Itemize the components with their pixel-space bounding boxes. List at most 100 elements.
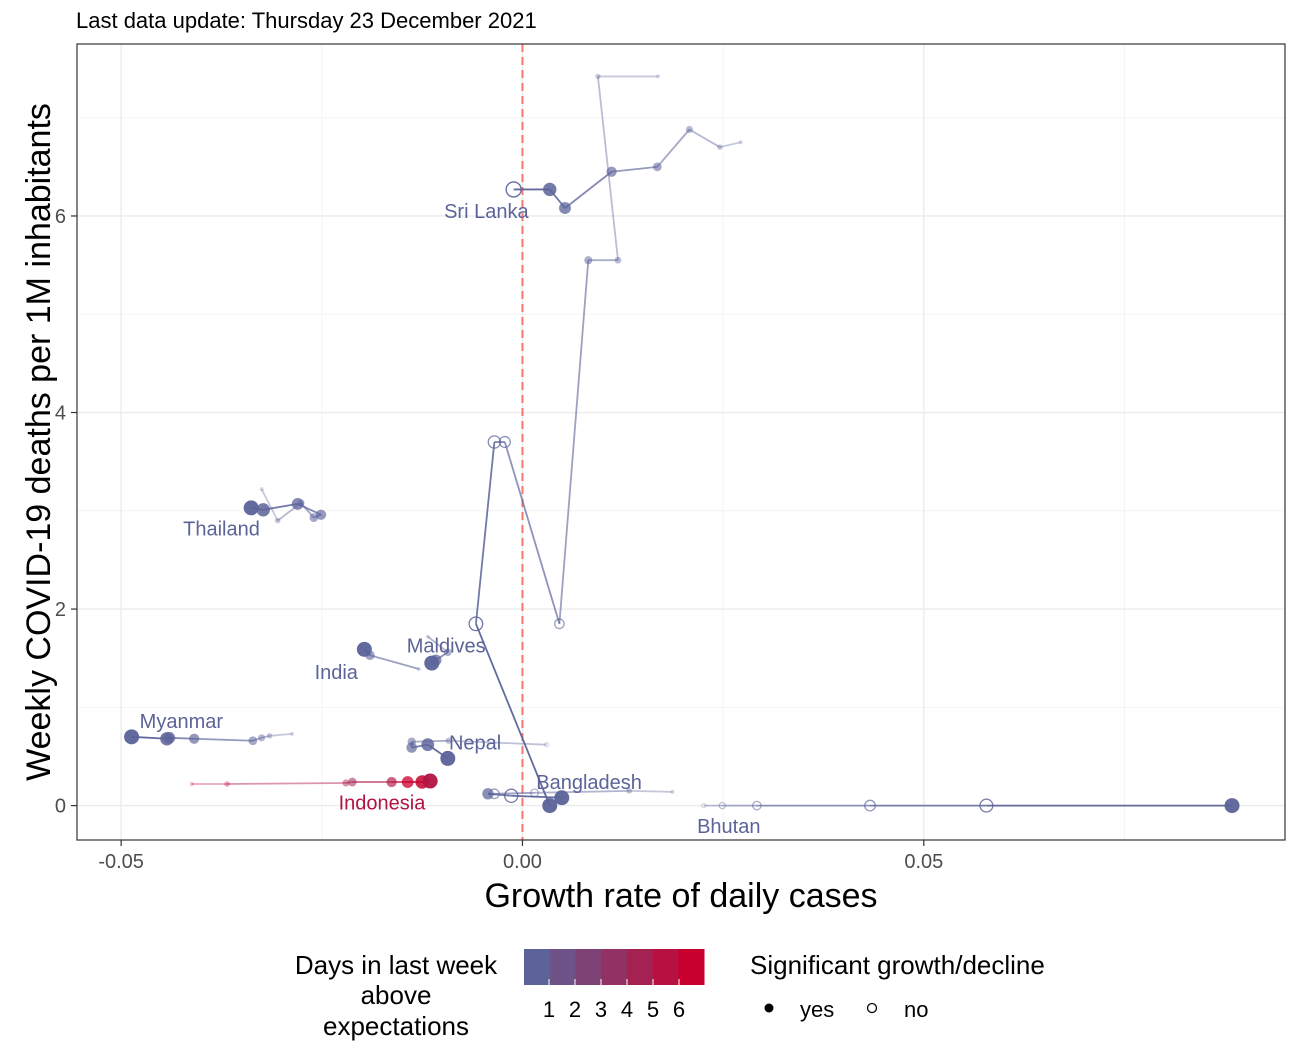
point-maldives-0	[425, 634, 430, 639]
colorbar-step-2	[575, 949, 602, 985]
path-segment-india-0	[369, 654, 420, 670]
series-layer	[124, 73, 1240, 814]
point-thailand-5	[291, 497, 304, 510]
y-tick-label-3: 6	[55, 206, 66, 228]
point-bhutan-4	[979, 798, 994, 813]
point-sri-lanka-4	[553, 618, 565, 630]
plot-panel: Sri Lanka Thailand Maldives India Myanmar Nep…	[76, 43, 1286, 841]
point-maldives-3	[424, 655, 440, 671]
x-axis-ticks: -0.05 0.00 0.05	[98, 840, 943, 873]
point-sri-lanka-8	[542, 798, 558, 814]
point-bhutan-5	[1224, 798, 1240, 814]
point-nepal-1	[445, 737, 452, 744]
point-myanmar-7	[124, 729, 140, 745]
colorbar-step-4	[626, 949, 654, 985]
point-bangladesh-6	[554, 790, 570, 806]
path-segment-sri-lanka-4	[503, 441, 561, 625]
point-myanmar-0	[290, 731, 295, 736]
point-myanmar-3	[248, 736, 258, 746]
colorbar	[524, 949, 705, 985]
point-thailand-7	[243, 500, 259, 516]
colorbar-tick-label-4: 5	[647, 997, 659, 1022]
chart-subtitle: Last data update: Thursday 23 December 2…	[76, 8, 537, 33]
point-sri-lanka-0	[738, 140, 743, 145]
country-label-bangladesh: Bangladesh	[536, 772, 642, 794]
point-bangladesh-1	[626, 787, 633, 794]
country-label-bhutan: Bhutan	[697, 816, 760, 838]
path-segment-myanmar-0	[269, 732, 293, 737]
point-nepal-4	[421, 738, 435, 752]
colorbar-step-5	[652, 949, 679, 985]
point-myanmar-2	[258, 734, 266, 742]
point-thailand-1	[274, 517, 281, 524]
point-thailand-4	[315, 509, 327, 520]
colorbar-tick-label-1: 2	[569, 997, 581, 1022]
series-bangladesh-8	[482, 787, 675, 806]
point-sri-lanka-7	[468, 616, 484, 632]
point-sri-lanka-6	[543, 182, 557, 197]
point-bhutan-3	[864, 799, 876, 812]
path-segment-sri-lanka-4	[564, 171, 613, 209]
point-indonesia-3	[347, 777, 357, 787]
y-axis-title: Weekly COVID-19 deaths per 1M inhabitant…	[20, 103, 58, 781]
point-bangladesh-5	[504, 788, 519, 804]
point-sri-lanka-3	[584, 256, 593, 265]
shape-legend: Significant growth/decline yes no	[750, 950, 1045, 1022]
point-sri-lanka-5	[498, 435, 511, 449]
point-bangladesh-2	[530, 788, 539, 798]
color-legend-title-line-3: expectations	[323, 1011, 469, 1041]
point-sri-lanka-5	[559, 202, 571, 215]
series-indonesia-7	[189, 773, 438, 789]
y-axis-ticks: 0 2 4 6	[55, 206, 77, 818]
country-label-myanmar: Myanmar	[140, 711, 224, 733]
y-tick-label-0: 0	[55, 796, 66, 818]
colorbar-step-3	[601, 949, 628, 985]
country-label-thailand: Thailand	[183, 518, 260, 540]
legend-label-no: no	[904, 997, 928, 1022]
point-bhutan-2	[752, 800, 762, 811]
path-segment-bangladesh-0	[629, 789, 673, 793]
path-segment-sri-lanka-7	[475, 623, 551, 806]
legend-key-filled-dot	[764, 1003, 774, 1013]
path-segment-sri-lanka-2	[656, 128, 691, 168]
y-tick-label-1: 2	[55, 599, 66, 621]
path-segment-indonesia-1	[227, 782, 346, 785]
point-india-0	[416, 667, 421, 672]
path-segment-bangladesh-5	[511, 794, 562, 799]
color-legend-title-line-2: above	[361, 980, 432, 1010]
point-sri-lanka-2	[685, 125, 693, 134]
point-sri-lanka-2	[614, 256, 622, 264]
legend-label-yes: yes	[800, 997, 834, 1022]
point-bangladesh-4	[482, 788, 494, 800]
series-myanmar-5	[124, 729, 295, 746]
point-nepal-0	[543, 742, 550, 748]
path-segment-nepal-0	[448, 739, 547, 746]
path-segment-sri-lanka-0	[719, 141, 742, 149]
colorbar-step-1	[549, 949, 576, 985]
point-bangladesh-0	[670, 789, 675, 794]
point-sri-lanka-6	[487, 435, 502, 449]
plot-border	[76, 43, 1286, 841]
x-tick-label-0: -0.05	[98, 851, 144, 873]
series-thailand-2	[243, 487, 327, 524]
point-bhutan-1	[718, 801, 727, 810]
point-indonesia-5	[401, 776, 414, 788]
path-segment-thailand-0	[260, 488, 279, 522]
point-india-2	[356, 641, 372, 657]
country-label-sri-lanka: Sri Lanka	[444, 201, 529, 223]
path-segment-myanmar-3	[194, 737, 253, 742]
path-segment-bangladesh-2	[494, 791, 535, 795]
series-sri-lanka-1	[505, 125, 743, 215]
shape-legend-title: Significant growth/decline	[750, 950, 1045, 980]
country-label-indonesia: Indonesia	[339, 793, 427, 815]
point-thailand-0	[259, 487, 264, 492]
colorbar-step-0	[524, 949, 551, 985]
colorbar-tick-label-5: 6	[673, 997, 685, 1022]
series-maldives-3	[424, 634, 452, 671]
plot-background	[77, 44, 1285, 840]
point-indonesia-0	[189, 781, 194, 786]
point-sri-lanka-1	[717, 144, 723, 150]
